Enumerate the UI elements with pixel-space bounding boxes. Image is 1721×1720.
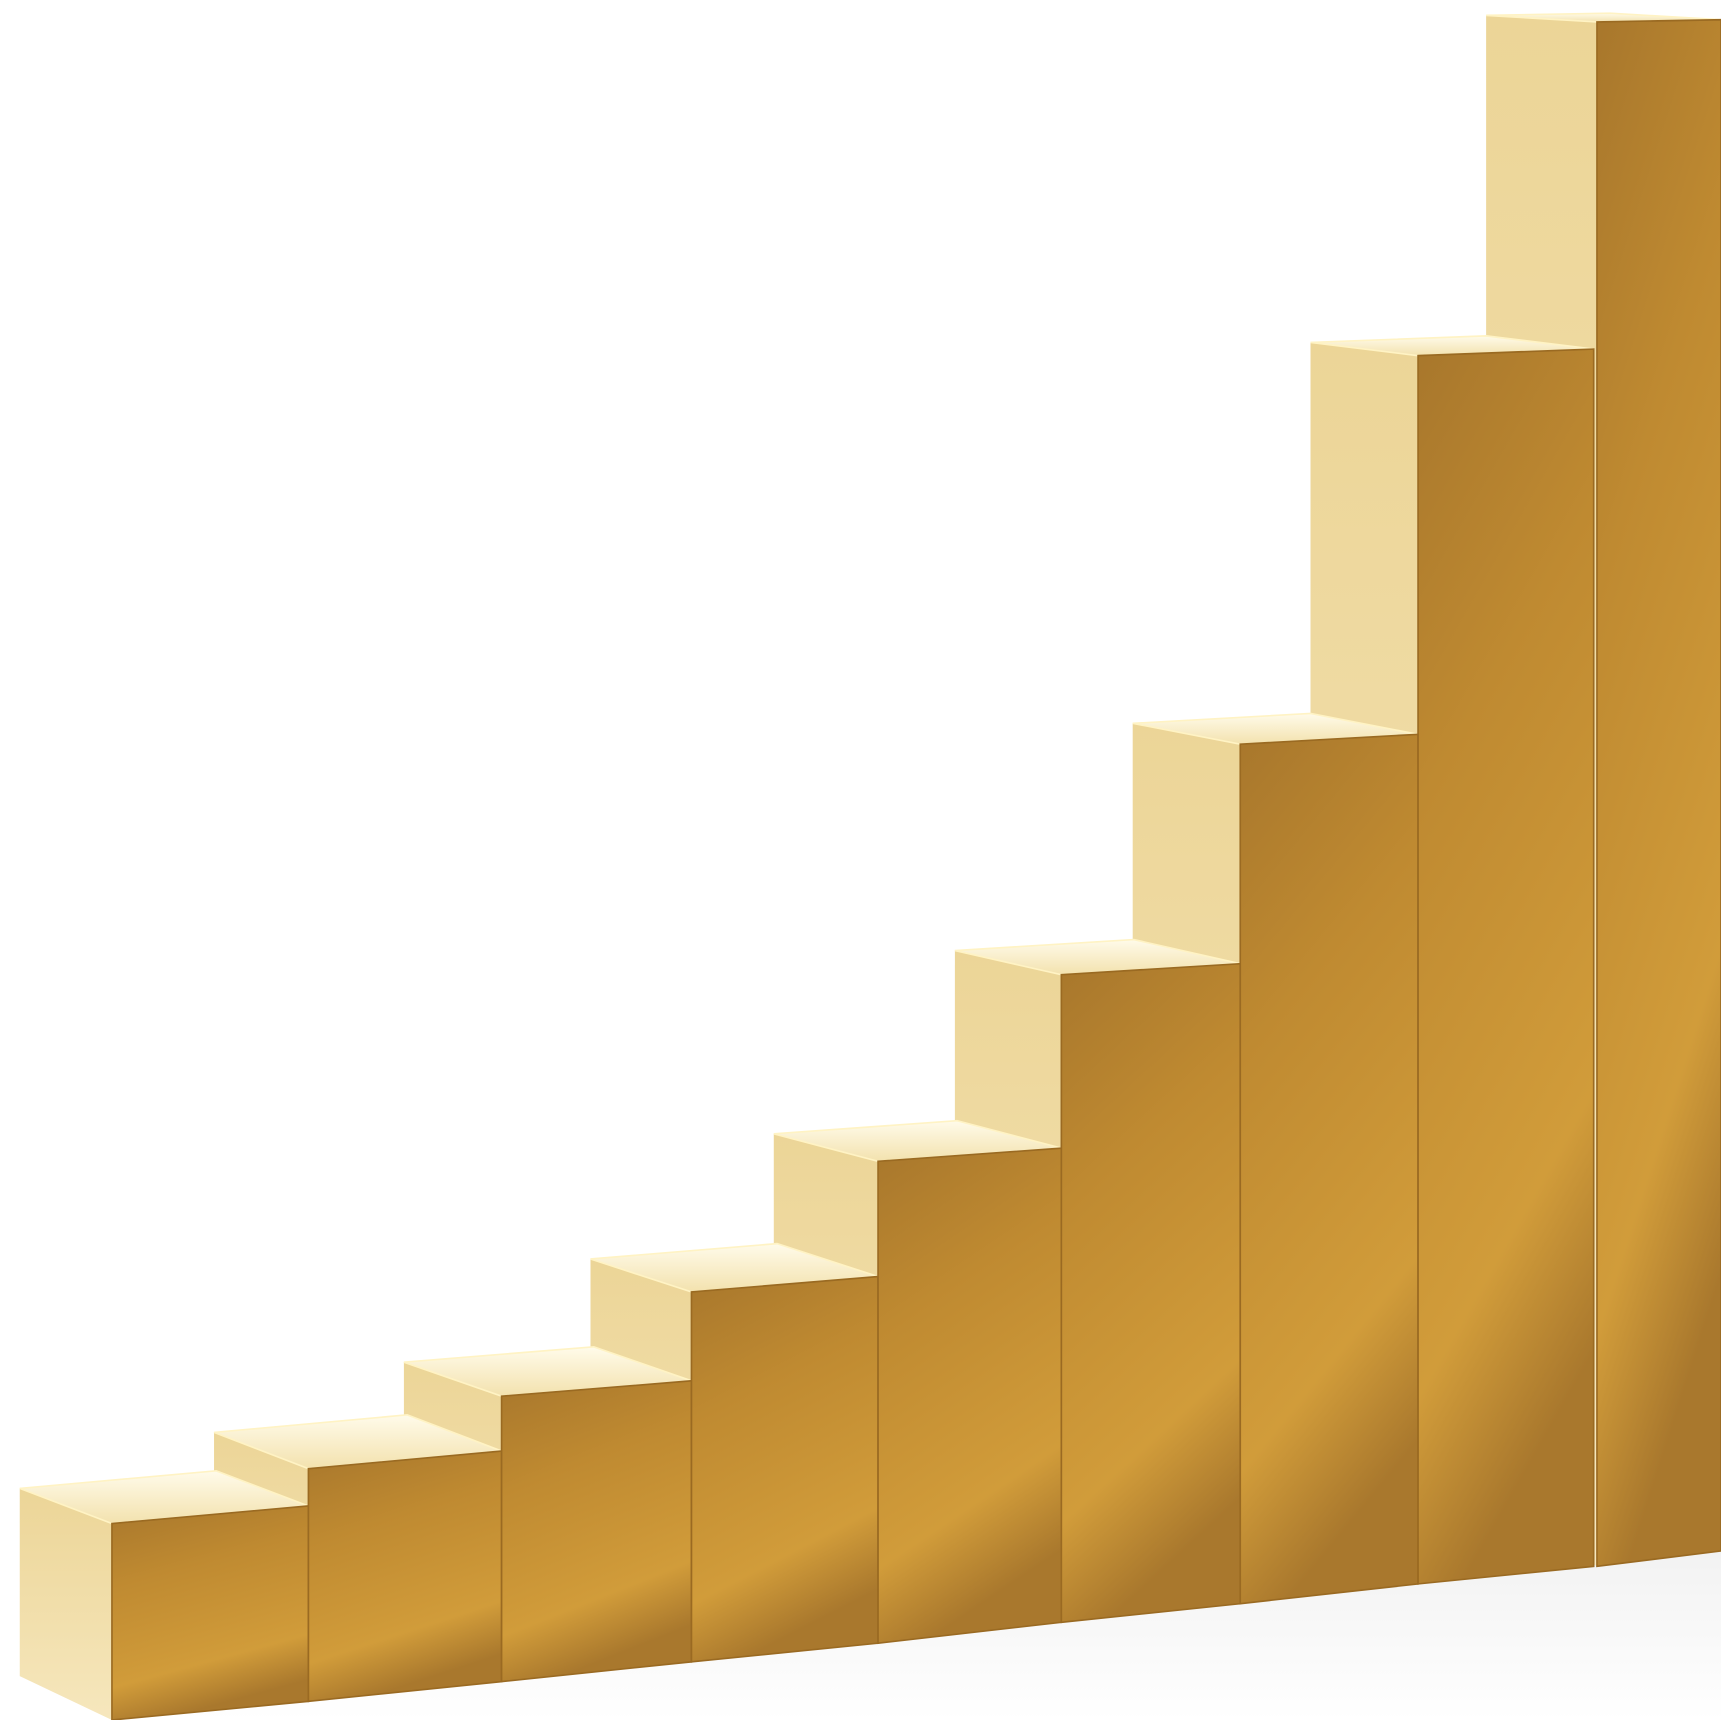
bar-front	[1060, 962, 1242, 1624]
bar-front	[1239, 733, 1419, 1605]
bar-side	[19, 1488, 112, 1720]
front-faces	[111, 18, 1721, 1720]
bar-front	[500, 1379, 693, 1683]
bar-front	[877, 1147, 1063, 1645]
bar-top	[1486, 12, 1721, 23]
bar-front	[111, 1505, 310, 1720]
bar-front	[1417, 348, 1595, 1585]
bar-front	[690, 1275, 879, 1663]
top-faces	[19, 12, 1721, 1525]
bar-front	[307, 1450, 503, 1703]
bar-front	[1596, 18, 1721, 1568]
